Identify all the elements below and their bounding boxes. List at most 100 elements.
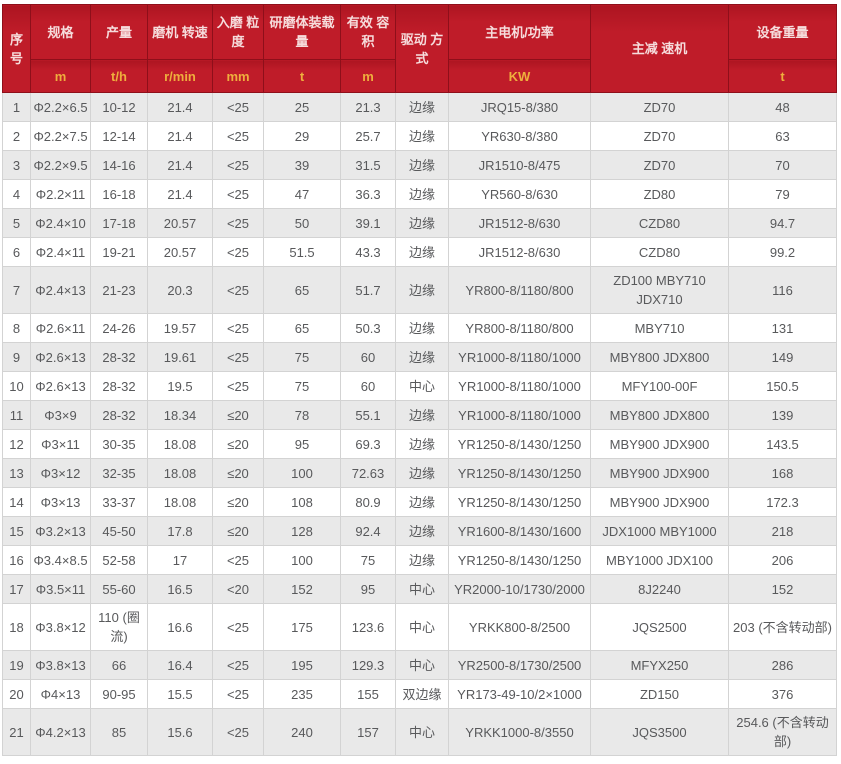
col-header-index: 序号 [2, 4, 31, 93]
cell: 中心 [395, 574, 449, 604]
cell: 24-26 [90, 313, 148, 343]
cell: 206 [728, 545, 837, 575]
cell: 边缘 [395, 545, 449, 575]
cell: <25 [212, 603, 264, 651]
cell: 4 [2, 179, 31, 209]
cell: 66 [90, 650, 148, 680]
cell: 19.57 [147, 313, 213, 343]
table-row: 19 Φ3.8×13 66 16.4 <25 195 129.3 中心 YR2500-8/173… [2, 650, 837, 680]
table-row: 2 Φ2.2×7.5 12-14 21.4 <25 29 25.7 边缘 YR630-8/380… [2, 121, 837, 151]
cell: YR2000-10/1730/2000 [448, 574, 591, 604]
cell: 155 [340, 679, 396, 709]
cell: Φ4×13 [30, 679, 91, 709]
unit-speed: r/min [147, 59, 213, 93]
cell: ZD70 [590, 121, 729, 151]
cell: 33-37 [90, 487, 148, 517]
table-row: 6 Φ2.4×11 19-21 20.57 <25 51.5 43.3 边缘 JR1512-8/… [2, 237, 837, 267]
table-row: 7 Φ2.4×13 21-23 20.3 <25 65 51.7 边缘 YR800-8/1180… [2, 266, 837, 314]
col-header-mill-speed: 磨机 转速 [147, 4, 213, 60]
cell: 65 [263, 266, 341, 314]
cell: 边缘 [395, 342, 449, 372]
cell: YR800-8/1180/800 [448, 266, 591, 314]
cell: 203 (不含转动部) [728, 603, 837, 651]
cell: 17 [147, 545, 213, 575]
cell: <25 [212, 208, 264, 238]
table-row: 9 Φ2.6×13 28-32 19.61 <25 75 60 边缘 YR1000-8/1180… [2, 342, 837, 372]
cell: 边缘 [395, 313, 449, 343]
cell: 110 (圈流) [90, 603, 148, 651]
table-row: 16 Φ3.4×8.5 52-58 17 <25 100 75 边缘 YR1250-8/1430… [2, 545, 837, 575]
cell: Φ3×9 [30, 400, 91, 430]
cell: MBY900 JDX900 [590, 487, 729, 517]
cell: 边缘 [395, 458, 449, 488]
cell: 10-12 [90, 92, 148, 122]
cell: 中心 [395, 650, 449, 680]
cell: Φ4.2×13 [30, 708, 91, 756]
cell: 2 [2, 121, 31, 151]
cell: 21.4 [147, 179, 213, 209]
cell: 95 [340, 574, 396, 604]
cell: 50.3 [340, 313, 396, 343]
cell: 16.6 [147, 603, 213, 651]
cell: 28-32 [90, 400, 148, 430]
cell: 157 [340, 708, 396, 756]
cell: 12-14 [90, 121, 148, 151]
cell: ≤20 [212, 400, 264, 430]
cell: 45-50 [90, 516, 148, 546]
cell: 94.7 [728, 208, 837, 238]
cell: 108 [263, 487, 341, 517]
cell: 100 [263, 545, 341, 575]
cell: ≤20 [212, 487, 264, 517]
cell: Φ2.2×11 [30, 179, 91, 209]
cell: Φ2.2×6.5 [30, 92, 91, 122]
table-body: 1 Φ2.2×6.5 10-12 21.4 <25 25 21.3 边缘 JRQ15-8/380… [2, 92, 837, 756]
cell: <25 [212, 266, 264, 314]
cell: JR1510-8/475 [448, 150, 591, 180]
cell: 28-32 [90, 371, 148, 401]
spec-table-container: 序号 规格 产量 磨机 转速 入磨 粒度 研磨体装载量 有效 容积 驱动 方式 … [2, 4, 839, 756]
cell: 边缘 [395, 92, 449, 122]
cell: Φ3×13 [30, 487, 91, 517]
cell: YR1000-8/1180/1000 [448, 342, 591, 372]
cell: 131 [728, 313, 837, 343]
cell: 25 [263, 92, 341, 122]
cell: YR630-8/380 [448, 121, 591, 151]
cell: 149 [728, 342, 837, 372]
cell: 32-35 [90, 458, 148, 488]
cell: 20.3 [147, 266, 213, 314]
table-header: 序号 规格 产量 磨机 转速 入磨 粒度 研磨体装载量 有效 容积 驱动 方式 … [2, 4, 837, 93]
cell: ≤20 [212, 429, 264, 459]
header-row-titles: 序号 规格 产量 磨机 转速 入磨 粒度 研磨体装载量 有效 容积 驱动 方式 … [2, 4, 837, 93]
cell: YR1250-8/1430/1250 [448, 458, 591, 488]
cell: JDX1000 MBY1000 [590, 516, 729, 546]
cell: 143.5 [728, 429, 837, 459]
cell: 48 [728, 92, 837, 122]
col-header-weight: 设备重量 [728, 4, 837, 60]
table-row: 17 Φ3.5×11 55-60 16.5 <20 152 95 中心 YR2000-10/17… [2, 574, 837, 604]
cell: 75 [263, 371, 341, 401]
cell: 21 [2, 708, 31, 756]
unit-motor: KW [448, 59, 591, 93]
cell: Φ3.4×8.5 [30, 545, 91, 575]
cell: <25 [212, 371, 264, 401]
cell: <25 [212, 545, 264, 575]
cell: 172.3 [728, 487, 837, 517]
cell: 31.5 [340, 150, 396, 180]
cell: 72.63 [340, 458, 396, 488]
cell: 92.4 [340, 516, 396, 546]
cell: 18.34 [147, 400, 213, 430]
col-header-main-motor: 主电机/功率 [448, 4, 591, 60]
cell: 235 [263, 679, 341, 709]
cell: 52-58 [90, 545, 148, 575]
cell: 6 [2, 237, 31, 267]
cell: 85 [90, 708, 148, 756]
cell: ≤20 [212, 458, 264, 488]
cell: YR1000-8/1180/1000 [448, 400, 591, 430]
cell: 286 [728, 650, 837, 680]
cell: MFYX250 [590, 650, 729, 680]
cell: 65 [263, 313, 341, 343]
cell: 39 [263, 150, 341, 180]
cell: MBY900 JDX900 [590, 458, 729, 488]
cell: JQS3500 [590, 708, 729, 756]
cell: 20.57 [147, 208, 213, 238]
